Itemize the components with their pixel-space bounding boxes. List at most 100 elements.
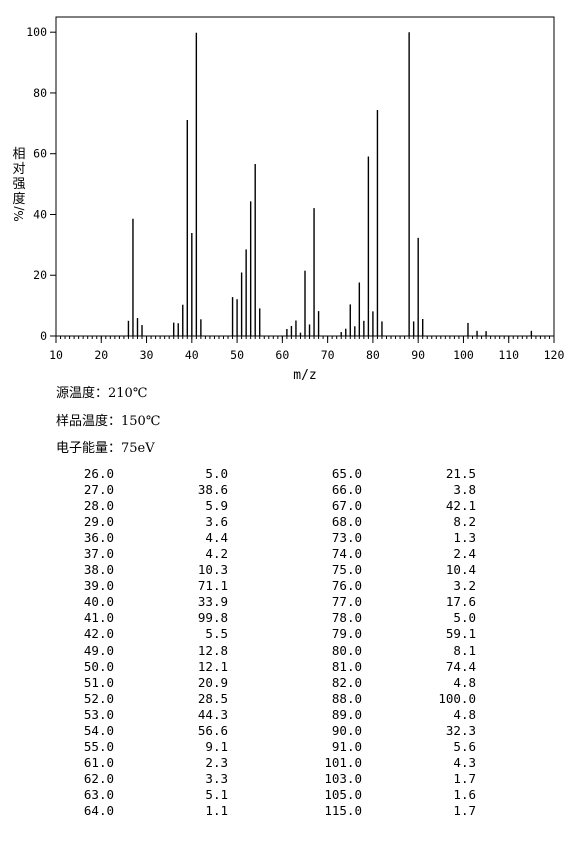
abundance-cell: 99.8	[197, 610, 228, 626]
table-row: 67.0 42.1	[306, 498, 476, 514]
mz-cell: 39.0	[83, 578, 114, 594]
table-row: 49.0 12.8	[58, 643, 228, 659]
mz-cell: 73.0	[331, 530, 362, 546]
abundance-cell: 12.8	[197, 642, 228, 658]
mz-cell: 65.0	[331, 466, 362, 482]
abundance-cell: 56.6	[197, 722, 228, 738]
table-row: 90.0 32.3	[306, 723, 476, 739]
table-row: 74.0 2.4	[306, 546, 476, 562]
abundance-cell: 4.4	[205, 530, 228, 546]
x-tick-label: 30	[140, 348, 154, 362]
table-row: 41.0 99.8	[58, 610, 228, 626]
mz-cell: 77.0	[331, 594, 362, 610]
x-tick-label: 110	[498, 348, 519, 362]
abundance-cell: 8.2	[453, 514, 476, 530]
table-row: 38.0 10.3	[58, 562, 228, 578]
y-axis-label-char: 强	[12, 177, 25, 192]
table-row: 37.0 4.2	[58, 546, 228, 562]
mz-cell: 54.0	[83, 722, 114, 738]
abundance-cell: 100.0	[438, 690, 476, 706]
mz-cell: 89.0	[331, 706, 362, 722]
abundance-cell: 5.0	[453, 610, 476, 626]
mz-cell: 38.0	[83, 562, 114, 578]
peak-table-left: 26.0 5.0 27.0 38.6 28.0 5.9 29.0 3.6 36.0 4.4 37.0…	[58, 466, 228, 819]
y-axis-label: 相 对 强 度 %/	[12, 147, 26, 222]
y-tick-label: 40	[33, 207, 47, 221]
mz-cell: 51.0	[83, 674, 114, 690]
abundance-cell: 21.5	[445, 466, 476, 482]
mz-cell: 101.0	[324, 754, 362, 770]
mz-cell: 105.0	[324, 786, 362, 802]
peak-table-right: 65.0 21.5 66.0 3.8 67.0 42.1 68.0 8.2 73.0 1.3 74.…	[306, 466, 476, 819]
x-tick-label: 60	[275, 348, 289, 362]
mz-cell: 36.0	[83, 530, 114, 546]
abundance-cell: 2.4	[453, 546, 476, 562]
mz-cell: 55.0	[83, 738, 114, 754]
electron-energy: 电子能量：75eV	[56, 441, 155, 456]
mz-cell: 90.0	[331, 722, 362, 738]
mz-cell: 40.0	[83, 594, 114, 610]
table-row: 77.0 17.6	[306, 594, 476, 610]
table-row: 105.0 1.6	[306, 787, 476, 803]
mz-cell: 49.0	[83, 642, 114, 658]
source-temperature: 源温度：210℃	[56, 386, 148, 401]
mz-cell: 26.0	[83, 466, 114, 482]
abundance-cell: 32.3	[445, 722, 476, 738]
table-row: 65.0 21.5	[306, 466, 476, 482]
x-tick-label: 80	[366, 348, 380, 362]
mz-cell: 62.0	[83, 770, 114, 786]
mz-cell: 50.0	[83, 658, 114, 674]
mz-cell: 88.0	[331, 690, 362, 706]
y-axis-label-char: 相	[12, 147, 25, 162]
abundance-cell: 10.4	[445, 562, 476, 578]
table-row: 27.0 38.6	[58, 482, 228, 498]
abundance-cell: 5.1	[205, 786, 228, 802]
mz-cell: 76.0	[331, 578, 362, 594]
abundance-cell: 3.2	[453, 578, 476, 594]
mz-cell: 52.0	[83, 690, 114, 706]
mz-cell: 80.0	[331, 642, 362, 658]
mz-cell: 64.0	[83, 803, 114, 818]
table-row: 78.0 5.0	[306, 610, 476, 626]
abundance-cell: 4.8	[453, 706, 476, 722]
table-row: 81.0 74.4	[306, 659, 476, 675]
mz-cell: 53.0	[83, 706, 114, 722]
table-row: 68.0 8.2	[306, 514, 476, 530]
y-tick-label: 100	[26, 25, 47, 39]
abundance-cell: 3.6	[205, 514, 228, 530]
abundance-cell: 5.9	[205, 498, 228, 514]
abundance-cell: 12.1	[197, 658, 228, 674]
x-tick-label: 100	[453, 348, 474, 362]
table-row: 63.0 5.1	[58, 787, 228, 803]
abundance-cell: 38.6	[197, 482, 228, 498]
table-row: 64.0 1.1	[58, 803, 228, 819]
table-row: 39.0 71.1	[58, 578, 228, 594]
x-minor-ticks	[55, 336, 555, 339]
mz-cell: 82.0	[331, 674, 362, 690]
table-row: 55.0 9.1	[58, 739, 228, 755]
mz-cell: 78.0	[331, 610, 362, 626]
x-tick-label: 20	[94, 348, 108, 362]
mz-cell: 28.0	[83, 498, 114, 514]
table-row: 88.0 100.0	[306, 691, 476, 707]
mz-cell: 41.0	[83, 610, 114, 626]
table-row: 50.0 12.1	[58, 659, 228, 675]
abundance-cell: 1.6	[453, 786, 476, 802]
mz-cell: 29.0	[83, 514, 114, 530]
y-axis-label-unit: %/	[12, 205, 26, 221]
abundance-cell: 33.9	[197, 594, 228, 610]
x-tick-label: 10	[49, 348, 63, 362]
y-axis-label-char: 度	[12, 191, 25, 207]
abundance-cell: 9.1	[205, 738, 228, 754]
x-tick-label: 50	[230, 348, 244, 362]
mz-cell: 66.0	[331, 482, 362, 498]
mz-cell: 42.0	[83, 626, 114, 642]
mz-cell: 79.0	[331, 626, 362, 642]
mz-cell: 74.0	[331, 546, 362, 562]
mz-cell: 81.0	[331, 658, 362, 674]
abundance-cell: 10.3	[197, 562, 228, 578]
abundance-cell: 17.6	[445, 594, 476, 610]
abundance-cell: 1.1	[205, 803, 228, 818]
abundance-cell: 5.5	[205, 626, 228, 642]
abundance-cell: 4.3	[453, 754, 476, 770]
